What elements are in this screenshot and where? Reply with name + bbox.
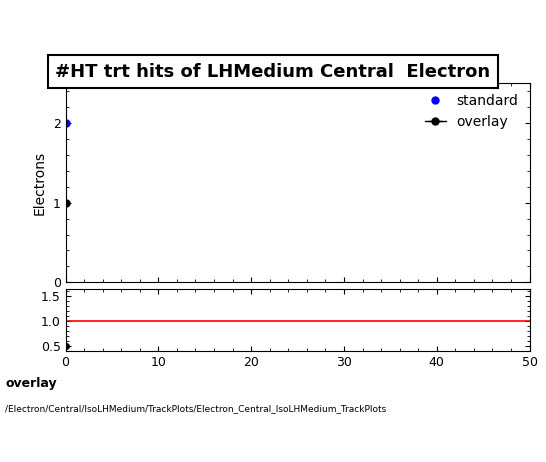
- Legend: standard, overlay: standard, overlay: [420, 90, 523, 134]
- Text: #HT trt hits of LHMedium Central  Electron: #HT trt hits of LHMedium Central Electro…: [56, 63, 490, 80]
- Text: overlay: overlay: [5, 377, 57, 389]
- Y-axis label: Electrons: Electrons: [33, 151, 47, 215]
- Text: /Electron/Central/IsoLHMedium/TrackPlots/Electron_Central_IsoLHMedium_TrackPlots: /Electron/Central/IsoLHMedium/TrackPlots…: [5, 404, 387, 413]
